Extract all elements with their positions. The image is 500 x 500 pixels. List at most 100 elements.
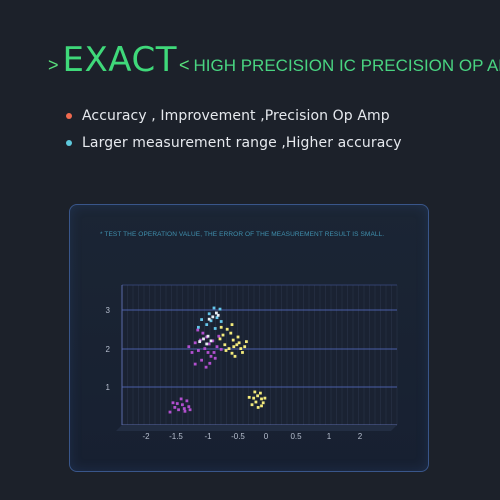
tagline: HIGH PRECISION IC PRECISION OP AMP — [193, 56, 500, 75]
data-point — [231, 338, 235, 342]
data-point — [171, 401, 175, 405]
data-point — [260, 397, 263, 401]
data-point — [203, 347, 207, 350]
data-point — [237, 341, 241, 345]
feature-item: Larger measurement range ,Higher accurac… — [66, 131, 402, 155]
data-point — [173, 406, 177, 409]
data-point — [230, 351, 234, 355]
data-point — [252, 396, 256, 400]
data-point — [190, 351, 194, 354]
chevron-left-icon: < — [178, 55, 190, 75]
data-point — [230, 323, 234, 327]
data-point — [229, 331, 233, 335]
data-point — [223, 343, 227, 347]
headline: > EXACT < HIGH PRECISION IC PRECISION OP… — [48, 40, 500, 80]
data-point — [207, 342, 211, 346]
data-point — [193, 341, 197, 345]
y-tick-label: 3 — [106, 306, 111, 315]
data-point — [247, 395, 251, 399]
data-point — [197, 349, 200, 352]
data-point — [225, 327, 229, 331]
data-point — [259, 391, 262, 395]
data-point — [205, 323, 209, 327]
x-tick-label: -1.5 — [169, 432, 183, 441]
y-tick-label: 1 — [106, 383, 111, 392]
data-point — [215, 316, 219, 320]
data-point — [211, 315, 215, 319]
data-point — [224, 349, 228, 352]
data-point — [206, 334, 210, 338]
data-point — [218, 337, 222, 341]
data-point — [209, 339, 213, 343]
data-point — [232, 345, 236, 349]
chart-note: * TEST THE OPERATION VALUE, THE ERROR OF… — [100, 231, 385, 238]
feature-list: Accuracy , Improvement ,Precision Op Amp… — [66, 104, 402, 158]
data-point — [198, 338, 202, 342]
data-point — [218, 307, 222, 311]
data-point — [185, 399, 189, 403]
chart-panel: * TEST THE OPERATION VALUE, THE ERROR OF… — [69, 204, 429, 472]
data-point — [236, 335, 240, 339]
scatter-chart: 3 2 1 -2 -1.5 -1 -0.5 0 0.5 1 2 — [106, 284, 398, 441]
data-point — [187, 405, 191, 409]
data-point — [207, 317, 211, 321]
y-tick-label: 2 — [106, 345, 111, 354]
data-point — [245, 340, 248, 344]
data-point — [206, 351, 210, 354]
data-point — [175, 402, 179, 405]
data-point — [219, 320, 223, 323]
data-point — [261, 401, 265, 405]
feature-text: Larger measurement range ,Higher accurac… — [82, 135, 402, 151]
x-tick-label: 1 — [327, 432, 332, 441]
data-point — [217, 334, 221, 338]
x-tick-label: -0.5 — [231, 432, 245, 441]
data-point — [179, 397, 183, 401]
data-point — [212, 351, 216, 354]
data-point — [263, 396, 267, 400]
data-point — [239, 347, 243, 350]
bullet-dot-icon — [66, 113, 72, 119]
data-point — [213, 327, 217, 330]
feature-text: Accuracy , Improvement ,Precision Op Amp — [82, 108, 390, 124]
data-point — [208, 361, 212, 365]
x-tick-label: -1 — [204, 432, 212, 441]
feature-item: Accuracy , Improvement ,Precision Op Amp — [66, 104, 402, 128]
data-point — [233, 354, 237, 358]
data-point — [200, 318, 203, 321]
data-point — [193, 362, 197, 366]
data-point — [253, 390, 257, 394]
x-tick-label: -2 — [142, 432, 150, 441]
data-point — [209, 319, 213, 323]
data-point — [241, 351, 244, 354]
data-point — [177, 408, 180, 412]
x-tick-label: 0 — [264, 432, 269, 441]
data-point — [207, 312, 211, 316]
data-point — [215, 311, 218, 315]
data-point — [215, 345, 219, 349]
data-point — [260, 404, 263, 408]
data-point — [196, 328, 200, 332]
x-tick-label: 0.5 — [290, 432, 302, 441]
data-point — [202, 337, 205, 341]
data-point — [205, 342, 209, 346]
x-tick-label: 2 — [358, 432, 363, 441]
data-point — [250, 403, 254, 407]
data-point — [254, 400, 258, 404]
data-point — [256, 406, 260, 409]
data-point — [216, 313, 220, 317]
data-point — [182, 407, 186, 410]
chevron-right-icon: > — [48, 55, 59, 75]
data-point — [181, 403, 184, 407]
data-point — [212, 306, 216, 310]
data-point — [183, 409, 187, 413]
data-point — [219, 325, 223, 329]
data-point — [213, 356, 217, 360]
brand-title: EXACT — [62, 40, 177, 80]
data-point — [227, 347, 231, 350]
data-point — [221, 333, 225, 337]
data-point — [197, 325, 200, 329]
data-point — [211, 339, 215, 343]
data-point — [188, 408, 192, 412]
bullet-dot-icon — [66, 140, 72, 146]
data-point — [256, 394, 259, 398]
